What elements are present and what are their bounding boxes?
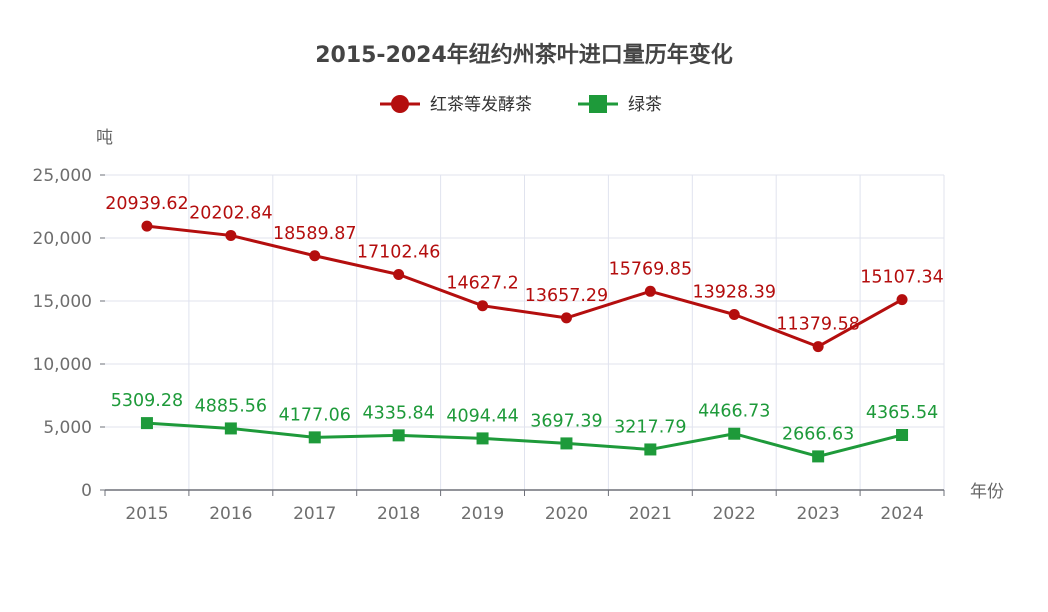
x-tick-label: 2023 [797, 504, 840, 524]
data-label-series-1: 4365.54 [866, 403, 938, 423]
data-point-series-1[interactable] [812, 450, 825, 463]
legend-marker-series-0 [391, 95, 409, 113]
data-label-series-0: 15769.85 [609, 259, 693, 279]
data-point-series-0[interactable] [225, 229, 237, 241]
data-point-series-0[interactable] [309, 250, 321, 262]
y-axis-title: 吨 [96, 128, 113, 148]
series-line-1[interactable] [146, 421, 903, 458]
data-point-series-0[interactable] [644, 285, 656, 297]
x-tick-label: 2022 [713, 504, 756, 524]
y-tick-label: 15,000 [33, 292, 92, 312]
data-label-series-0: 11379.58 [776, 315, 860, 335]
data-point-series-0[interactable] [812, 341, 824, 353]
legend-marker-series-1 [589, 95, 607, 113]
data-label-series-0: 13657.29 [525, 286, 609, 306]
data-label-series-0: 20939.62 [105, 194, 189, 214]
data-label-series-1: 4177.06 [279, 405, 351, 425]
data-point-series-0[interactable] [560, 312, 572, 324]
data-point-series-1[interactable] [140, 417, 153, 430]
data-label-series-1: 3217.79 [614, 417, 686, 437]
data-label-series-1: 4466.73 [698, 402, 770, 422]
legend-item-series-1[interactable]: 绿茶 [578, 95, 662, 115]
y-tick-label: 25,000 [33, 166, 92, 186]
data-point-series-0[interactable] [393, 269, 405, 281]
data-label-series-1: 2666.63 [782, 424, 854, 444]
x-tick-label: 2018 [377, 504, 420, 524]
data-point-series-1[interactable] [476, 432, 489, 445]
data-label-series-1: 4335.84 [362, 403, 434, 423]
data-label-series-0: 20202.84 [189, 203, 273, 223]
y-tick-label: 5,000 [43, 418, 92, 438]
x-axis-title: 年份 [970, 482, 1004, 502]
data-label-series-0: 18589.87 [273, 224, 357, 244]
data-label-series-1: 4094.44 [446, 406, 518, 426]
data-point-series-0[interactable] [896, 294, 908, 306]
data-point-series-1[interactable] [728, 427, 741, 440]
data-point-series-1[interactable] [644, 443, 657, 456]
axes: 2015 2016 2017 2018 2019 2020 2021 2022 2023 2024… [33, 166, 945, 524]
legend-item-series-0[interactable]: 红茶等发酵茶 [380, 95, 532, 115]
data-point-series-1[interactable] [392, 429, 405, 442]
series-layer [140, 220, 909, 463]
x-tick-label: 2024 [880, 504, 923, 524]
data-point-series-0[interactable] [141, 220, 153, 232]
y-tick-label: 20,000 [33, 229, 92, 249]
data-point-series-0[interactable] [728, 309, 740, 321]
y-tick-label: 0 [81, 481, 92, 501]
data-label-series-0: 15107.34 [860, 268, 944, 288]
y-tick-label: 10,000 [33, 355, 92, 375]
series-line-0[interactable] [146, 224, 903, 349]
data-point-series-0[interactable] [477, 300, 489, 312]
x-tick-label: 2019 [461, 504, 504, 524]
data-point-series-1[interactable] [896, 428, 909, 441]
legend-label-series-1: 绿茶 [628, 95, 662, 115]
x-tick-label: 2016 [209, 504, 252, 524]
data-label-series-1: 5309.28 [111, 391, 183, 411]
data-point-series-1[interactable] [308, 431, 321, 444]
chart-title: 2015-2024年纽约州茶叶进口量历年变化 [315, 42, 733, 68]
x-tick-label: 2017 [293, 504, 336, 524]
legend[interactable]: 红茶等发酵茶 绿茶 [380, 95, 662, 115]
x-tick-label: 2021 [629, 504, 672, 524]
legend-label-series-0: 红茶等发酵茶 [430, 95, 532, 115]
data-point-series-1[interactable] [560, 437, 573, 450]
data-label-series-1: 4885.56 [195, 396, 267, 416]
data-label-series-0: 17102.46 [357, 243, 441, 263]
data-label-series-0: 13928.39 [692, 283, 776, 303]
data-label-series-1: 3697.39 [530, 411, 602, 431]
data-point-series-1[interactable] [224, 422, 237, 435]
data-label-series-0: 14627.2 [446, 274, 518, 294]
x-tick-label: 2015 [125, 504, 168, 524]
x-tick-label: 2020 [545, 504, 588, 524]
